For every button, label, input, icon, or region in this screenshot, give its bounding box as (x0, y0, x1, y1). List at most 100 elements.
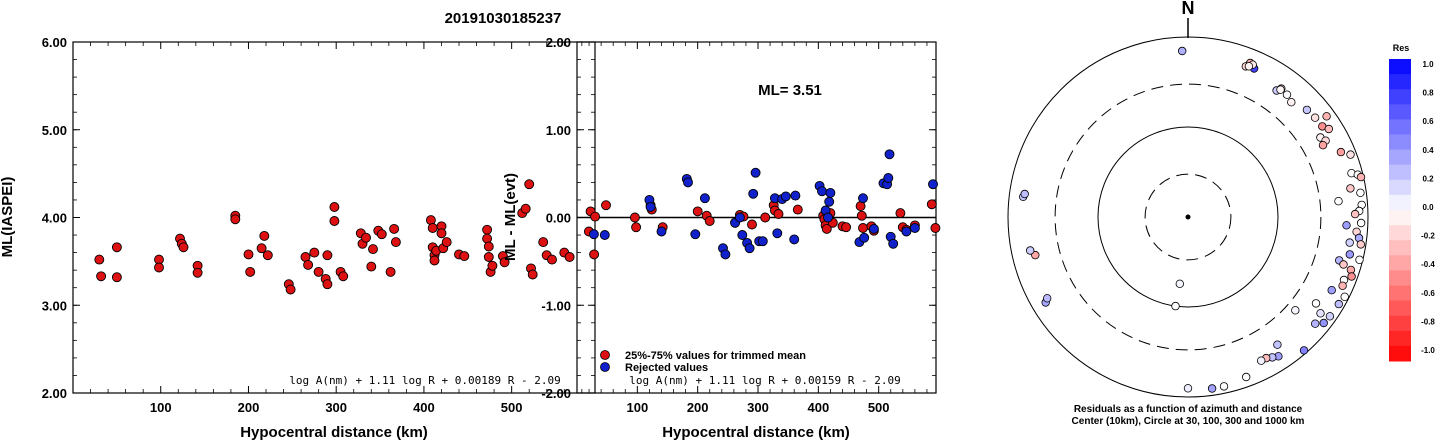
y-tick-label: 5.00 (42, 123, 67, 138)
data-point (390, 237, 401, 248)
station-point (1350, 209, 1360, 219)
station-point (1336, 147, 1346, 157)
y-tick-label: -1.00 (541, 298, 571, 313)
rejected-point (928, 179, 938, 190)
y-tick-label: 1.00 (546, 123, 571, 138)
rejected-point (888, 238, 899, 249)
data-point (94, 254, 105, 265)
data-point (547, 254, 557, 265)
station-point (1324, 124, 1333, 134)
colorbar-block (1389, 74, 1411, 90)
data-point (589, 249, 600, 260)
data-point (111, 242, 122, 253)
y-tick-label: 0.00 (546, 211, 571, 226)
station-point (1356, 240, 1365, 249)
colorbar-block (1389, 330, 1411, 347)
station-point (1338, 281, 1347, 290)
azimuth-distance-polar-plot: N Residuals as a function of azimuth and… (1007, 0, 1369, 427)
figure-title: 20191030185237 (445, 10, 562, 27)
data-point (436, 228, 447, 239)
x-tick-label: 200 (687, 400, 709, 415)
trimmed-point (930, 223, 941, 233)
axis-ticks: 100 200 300 400 500 2.00 3.00 4.00 5.00 6.00 (42, 35, 595, 415)
data-point (111, 272, 122, 283)
data-point (230, 214, 241, 225)
data-point (376, 229, 387, 240)
epicenter-marker (1185, 214, 1191, 220)
data-point (487, 260, 498, 271)
data-points (588, 149, 941, 260)
data-point (564, 252, 575, 262)
colorbar-block (1389, 89, 1411, 105)
rejected-point (720, 249, 731, 260)
colorbar-tick-label: 1.0 (1422, 60, 1434, 69)
rejected-point (699, 193, 710, 204)
colorbar-block (1389, 164, 1411, 181)
trimmed-point (629, 212, 640, 223)
station-point (1299, 346, 1309, 355)
station-point (1171, 301, 1180, 311)
station-point (1342, 221, 1351, 230)
rejected-point (790, 190, 801, 201)
data-point (366, 261, 377, 272)
axis-ticks: 100 200 300 400 500 -2.00 -1.00 0.00 1.00 2.00 (541, 35, 936, 415)
rejected-point (884, 149, 895, 160)
ml-vs-distance-chart: 100 200 300 400 500 2.00 3.00 4.00 5.00 6.00 log … (0, 35, 600, 441)
rejected-point (789, 234, 800, 245)
ring-30km (1144, 173, 1232, 261)
colorbar-tick-label: 0.8 (1422, 89, 1434, 98)
station-point (1340, 292, 1349, 301)
x-tick-label: 100 (150, 400, 172, 415)
rejected-point (734, 212, 745, 223)
data-point (482, 233, 493, 244)
station-point (1207, 384, 1217, 393)
colorbar-block (1389, 225, 1411, 241)
colorbar-tick-label: -0.6 (1421, 289, 1435, 298)
colorbar-block (1389, 59, 1411, 75)
magnitude-formula: log A(nm) + 1.11 log R + 0.00189 R - 2.0… (289, 374, 561, 387)
data-point (309, 247, 320, 258)
legend-label-trimmed: 25%-75% values for trimmed mean (625, 350, 806, 362)
data-point (368, 244, 378, 255)
data-point (329, 216, 340, 226)
data-point (429, 255, 440, 266)
trimmed-point (601, 200, 611, 211)
data-point (527, 269, 538, 280)
trimmed-point (747, 219, 757, 230)
ring-300km (1054, 83, 1322, 351)
colorbar-block (1389, 300, 1411, 317)
x-tick-label: 400 (413, 400, 435, 415)
trimmed-point (841, 222, 852, 233)
station-point (1244, 62, 1254, 71)
data-point (262, 250, 273, 261)
rejected-point (823, 212, 833, 223)
trimmed-point (856, 210, 867, 221)
station-point (1327, 286, 1336, 295)
rejected-point (588, 229, 599, 240)
x-tick-label: 300 (325, 400, 347, 415)
station-point (1346, 150, 1355, 159)
rejected-point (750, 167, 761, 178)
trimmed-point (895, 208, 906, 219)
x-tick-label: 200 (238, 400, 260, 415)
ring-1000km (1007, 36, 1369, 398)
x-axis-label: Hypocentral distance (km) (240, 424, 428, 441)
rejected-point (599, 230, 610, 240)
trimmed-point (760, 212, 771, 223)
data-point (154, 262, 164, 273)
colorbar-block (1389, 179, 1411, 196)
rejected-point (744, 243, 755, 254)
legend-label-rejected: Rejected values (625, 362, 708, 374)
station-point (1310, 319, 1320, 328)
trimmed-point (692, 206, 703, 217)
legend-marker-trimmed (600, 350, 610, 360)
trimmed-point (590, 211, 601, 222)
data-point (483, 241, 494, 252)
colorbar-block (1389, 270, 1411, 286)
data-point (256, 243, 267, 254)
trimmed-point (926, 199, 937, 210)
colorbar-block (1389, 285, 1411, 302)
ring-100km (1097, 126, 1279, 308)
colorbar-block (1389, 255, 1411, 271)
